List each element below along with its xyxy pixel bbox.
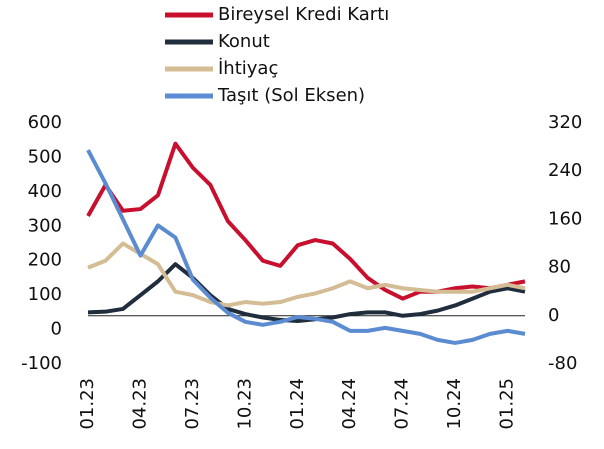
y-tick-label: 300 xyxy=(28,215,62,236)
y-tick-label: 500 xyxy=(28,146,62,167)
y2-tick-label: 320 xyxy=(548,112,582,133)
y2-tick-label: 80 xyxy=(548,257,571,278)
y2-tick-label: 160 xyxy=(548,208,582,229)
x-tick-label: 10.24 xyxy=(444,378,465,430)
x-tick-label: 01.25 xyxy=(497,378,518,430)
x-tick-label: 10.23 xyxy=(234,378,255,430)
y2-tick-label: 0 xyxy=(548,305,559,326)
series-line xyxy=(87,262,526,323)
x-tick-label: 01.23 xyxy=(77,378,98,430)
y-tick-label: 0 xyxy=(51,319,62,340)
y-tick-label: 400 xyxy=(28,181,62,202)
y-tick-label: 200 xyxy=(28,250,62,271)
y-tick-label: -100 xyxy=(21,353,62,374)
legend-label: İhtiyaç xyxy=(218,58,278,79)
x-tick-label: 04.24 xyxy=(339,378,360,430)
y2-tick-label: 240 xyxy=(548,160,582,181)
x-tick-label: 07.23 xyxy=(182,378,203,430)
y2-tick-label: -80 xyxy=(548,353,577,374)
x-tick-label: 01.24 xyxy=(287,378,308,430)
legend-label: Bireysel Kredi Kartı xyxy=(218,4,389,25)
y-tick-label: 600 xyxy=(28,112,62,133)
series-line xyxy=(86,141,526,301)
legend-label: Taşıt (Sol Eksen) xyxy=(217,85,365,106)
x-tick-label: 07.24 xyxy=(392,378,413,430)
series-line xyxy=(86,149,526,345)
x-tick-label: 04.23 xyxy=(129,378,150,430)
y-tick-label: 100 xyxy=(28,284,62,305)
series-line xyxy=(87,241,526,308)
legend-label: Konut xyxy=(218,31,270,52)
